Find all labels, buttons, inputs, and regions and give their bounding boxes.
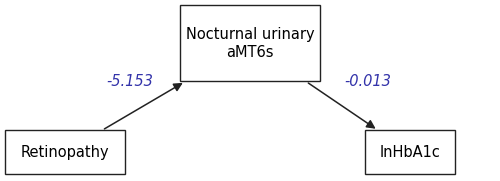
FancyBboxPatch shape [5, 130, 125, 174]
FancyBboxPatch shape [365, 130, 455, 174]
Text: Nocturnal urinary
aMT6s: Nocturnal urinary aMT6s [186, 27, 314, 60]
Text: -0.013: -0.013 [344, 74, 391, 89]
Text: -5.153: -5.153 [106, 74, 154, 89]
FancyBboxPatch shape [180, 5, 320, 81]
Text: lnHbA1c: lnHbA1c [380, 145, 440, 159]
Text: Retinopathy: Retinopathy [20, 145, 110, 159]
